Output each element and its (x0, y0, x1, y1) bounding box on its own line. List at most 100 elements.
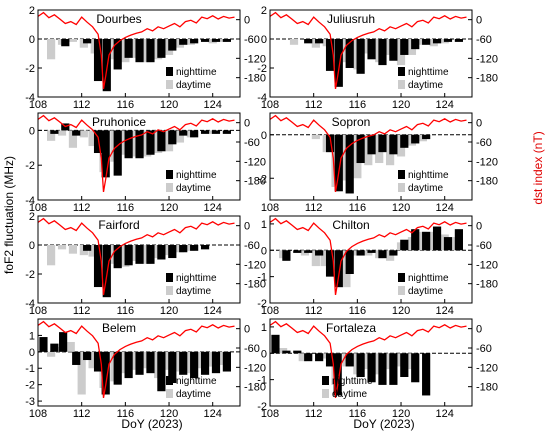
x-tick-label: 124 (204, 99, 222, 111)
night-bar (315, 353, 324, 362)
x-tick-label: 116 (117, 99, 135, 111)
legend-swatch-day (398, 286, 405, 295)
night-bar (146, 351, 155, 374)
night-bar (325, 250, 335, 277)
night-bar (333, 353, 342, 396)
day-bar (289, 39, 299, 45)
night-bar (304, 39, 313, 44)
day-bar (311, 134, 320, 140)
night-bar (334, 250, 343, 288)
x-tick-label: 116 (117, 408, 135, 420)
dst-tick-label: -120 (476, 156, 498, 168)
night-bar (356, 39, 365, 74)
x-tick-label: 108 (261, 408, 279, 420)
panel-frame (37, 215, 241, 304)
station-title: Fairford (98, 218, 139, 232)
legend-swatch-night (166, 376, 173, 385)
night-bar (400, 239, 409, 251)
night-bar (411, 39, 420, 50)
x-tick-label: 124 (204, 305, 222, 317)
x-tick-label: 112 (305, 408, 323, 420)
panel-frame (269, 9, 473, 98)
y-tick-label: -4 (25, 195, 35, 207)
legend-swatch-day (166, 80, 173, 89)
y-tick-label: -4 (25, 92, 35, 104)
legend-swatch-night (398, 170, 405, 179)
day-bar (47, 351, 56, 357)
night-bar (135, 351, 144, 375)
x-tick-label: 112 (305, 305, 323, 317)
panel-frame (37, 9, 241, 98)
x-tick-label: 124 (436, 202, 454, 214)
legend-label-night: nighttime (408, 67, 449, 78)
dst-line (269, 217, 467, 296)
x-tick-label: 120 (160, 202, 178, 214)
x-tick-label: 112 (73, 202, 91, 214)
night-bar (135, 39, 144, 63)
night-bar (378, 39, 387, 66)
legend-label-night: nighttime (176, 376, 217, 387)
dst-tick-label: -180 (476, 382, 498, 394)
night-bar (367, 250, 376, 253)
x-tick-label: 112 (73, 305, 91, 317)
night-bar (325, 353, 335, 367)
panel-sopron: 0 -2 0 -60 -120 -180 108 112 116 120 124 Sopron nigh… (257, 112, 498, 214)
y-tick-label: 1 (29, 330, 35, 342)
night-bar (50, 130, 59, 134)
dst-tick-label: -180 (244, 176, 266, 188)
x-axis-title-right: DoY (2023) (353, 417, 414, 431)
night-bar (50, 343, 59, 352)
dst-tick-label: -60 (476, 137, 492, 149)
panel-fortaleza: 1 0 -1 -2 0 -60 -120 -180 108 112 116 120 124 Fortale… (257, 318, 498, 420)
legend-swatch-day (398, 80, 405, 89)
night-bar (200, 130, 210, 134)
legend-swatch-day (166, 286, 173, 295)
night-bar (345, 134, 354, 194)
dst-tick-label: -180 (244, 73, 266, 85)
night-bar (113, 351, 122, 385)
x-tick-label: 116 (349, 408, 367, 420)
night-bar (190, 351, 199, 379)
panel-frame (269, 318, 473, 407)
y-tick-label: -2 (25, 269, 35, 281)
night-bar (293, 350, 302, 354)
night-bar (157, 245, 166, 260)
panel-frame (269, 215, 473, 304)
night-bar (389, 353, 398, 385)
night-bar (113, 130, 122, 176)
night-bar (222, 130, 231, 134)
night-bar (400, 39, 409, 55)
legend-swatch-night (398, 273, 405, 282)
x-axis-title-left: DoY (2023) (121, 417, 182, 431)
night-bar (101, 351, 110, 395)
night-bar (211, 351, 221, 374)
x-tick-label: 124 (436, 305, 454, 317)
x-tick-label: 108 (29, 305, 47, 317)
y-tick-label: -1 (257, 272, 267, 284)
day-bar (57, 130, 67, 136)
x-tick-label: 108 (261, 305, 279, 317)
night-bar (200, 39, 210, 42)
dst-tick-label: 0 (476, 118, 482, 130)
y-tick-label: 2 (29, 5, 35, 17)
x-tick-label: 124 (204, 202, 222, 214)
y-tick-label: -3 (25, 396, 35, 408)
night-bar (59, 332, 68, 352)
night-bar (179, 130, 188, 136)
night-bar (443, 237, 453, 251)
night-bar (400, 353, 409, 377)
dst-tick-label: -120 (476, 259, 498, 271)
y-tick-label: -4 (25, 298, 35, 310)
y-tick-label: 0 (261, 245, 267, 257)
night-bar (334, 134, 343, 192)
day-bar (79, 130, 88, 138)
panel-frame (37, 112, 241, 201)
panel-juliusruh: 2 0 -2 -4 0 -60 -120 -180 108 112 116 120 124 Juliusr… (257, 5, 498, 111)
night-bar (378, 134, 387, 153)
y-tick-label: 0 (29, 125, 35, 137)
y-tick-label: -2 (257, 401, 267, 413)
dst-tick-label: -180 (476, 176, 498, 188)
